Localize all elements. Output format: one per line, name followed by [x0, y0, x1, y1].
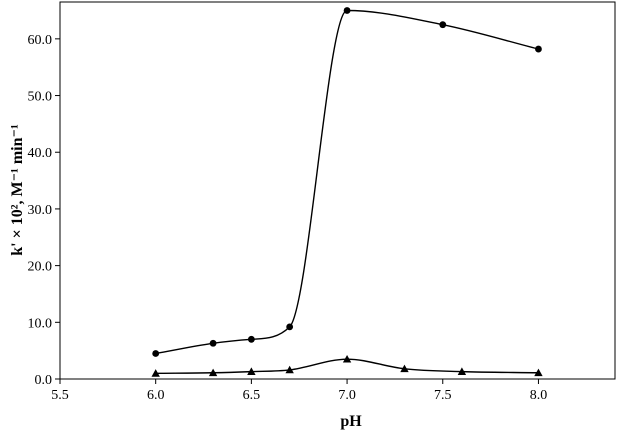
- data-point: [457, 367, 467, 375]
- series-1: [152, 7, 542, 357]
- data-point: [285, 365, 294, 374]
- series-line: [155, 9, 539, 355]
- ticks: 5.5 6.0 6.5 7.0 7.5 8.0 0.0 10.0 20.0 30.0 40.0 50.…: [28, 33, 548, 403]
- series-2: [151, 354, 543, 377]
- data-point: [343, 7, 351, 14]
- y-tick-label: 40.0: [28, 146, 53, 161]
- y-tick-label: 60.0: [28, 33, 53, 48]
- x-tick-label: 8.0: [530, 388, 548, 403]
- x-axis-title: pH: [340, 413, 362, 430]
- data-point: [286, 323, 294, 331]
- data-point: [208, 368, 218, 377]
- data-point: [209, 339, 217, 347]
- plot-frame: [59, 1, 616, 380]
- data-point: [151, 369, 160, 377]
- data-point: [535, 45, 542, 53]
- x-tick-label: 7.0: [338, 388, 356, 403]
- y-tick-label: 10.0: [28, 316, 53, 331]
- x-tick-label: 6.0: [147, 388, 165, 403]
- y-tick-label: 0.0: [35, 373, 53, 388]
- data-point: [152, 350, 160, 357]
- data-point: [534, 368, 543, 377]
- y-axis-title: k' × 10², M⁻¹ min⁻¹: [9, 124, 26, 256]
- data-point: [247, 367, 256, 375]
- series: [151, 7, 543, 377]
- data-point: [247, 335, 255, 343]
- x-tick-label: 6.5: [243, 388, 261, 403]
- data-point: [342, 354, 352, 363]
- data-point: [439, 21, 447, 29]
- axes: [59, 1, 616, 380]
- y-tick-label: 30.0: [28, 203, 53, 218]
- x-tick-label: 7.5: [434, 388, 452, 403]
- x-tick-label: 5.5: [51, 388, 69, 403]
- data-point: [400, 364, 409, 373]
- y-tick-label: 50.0: [28, 90, 53, 105]
- y-tick-label: 20.0: [28, 260, 53, 275]
